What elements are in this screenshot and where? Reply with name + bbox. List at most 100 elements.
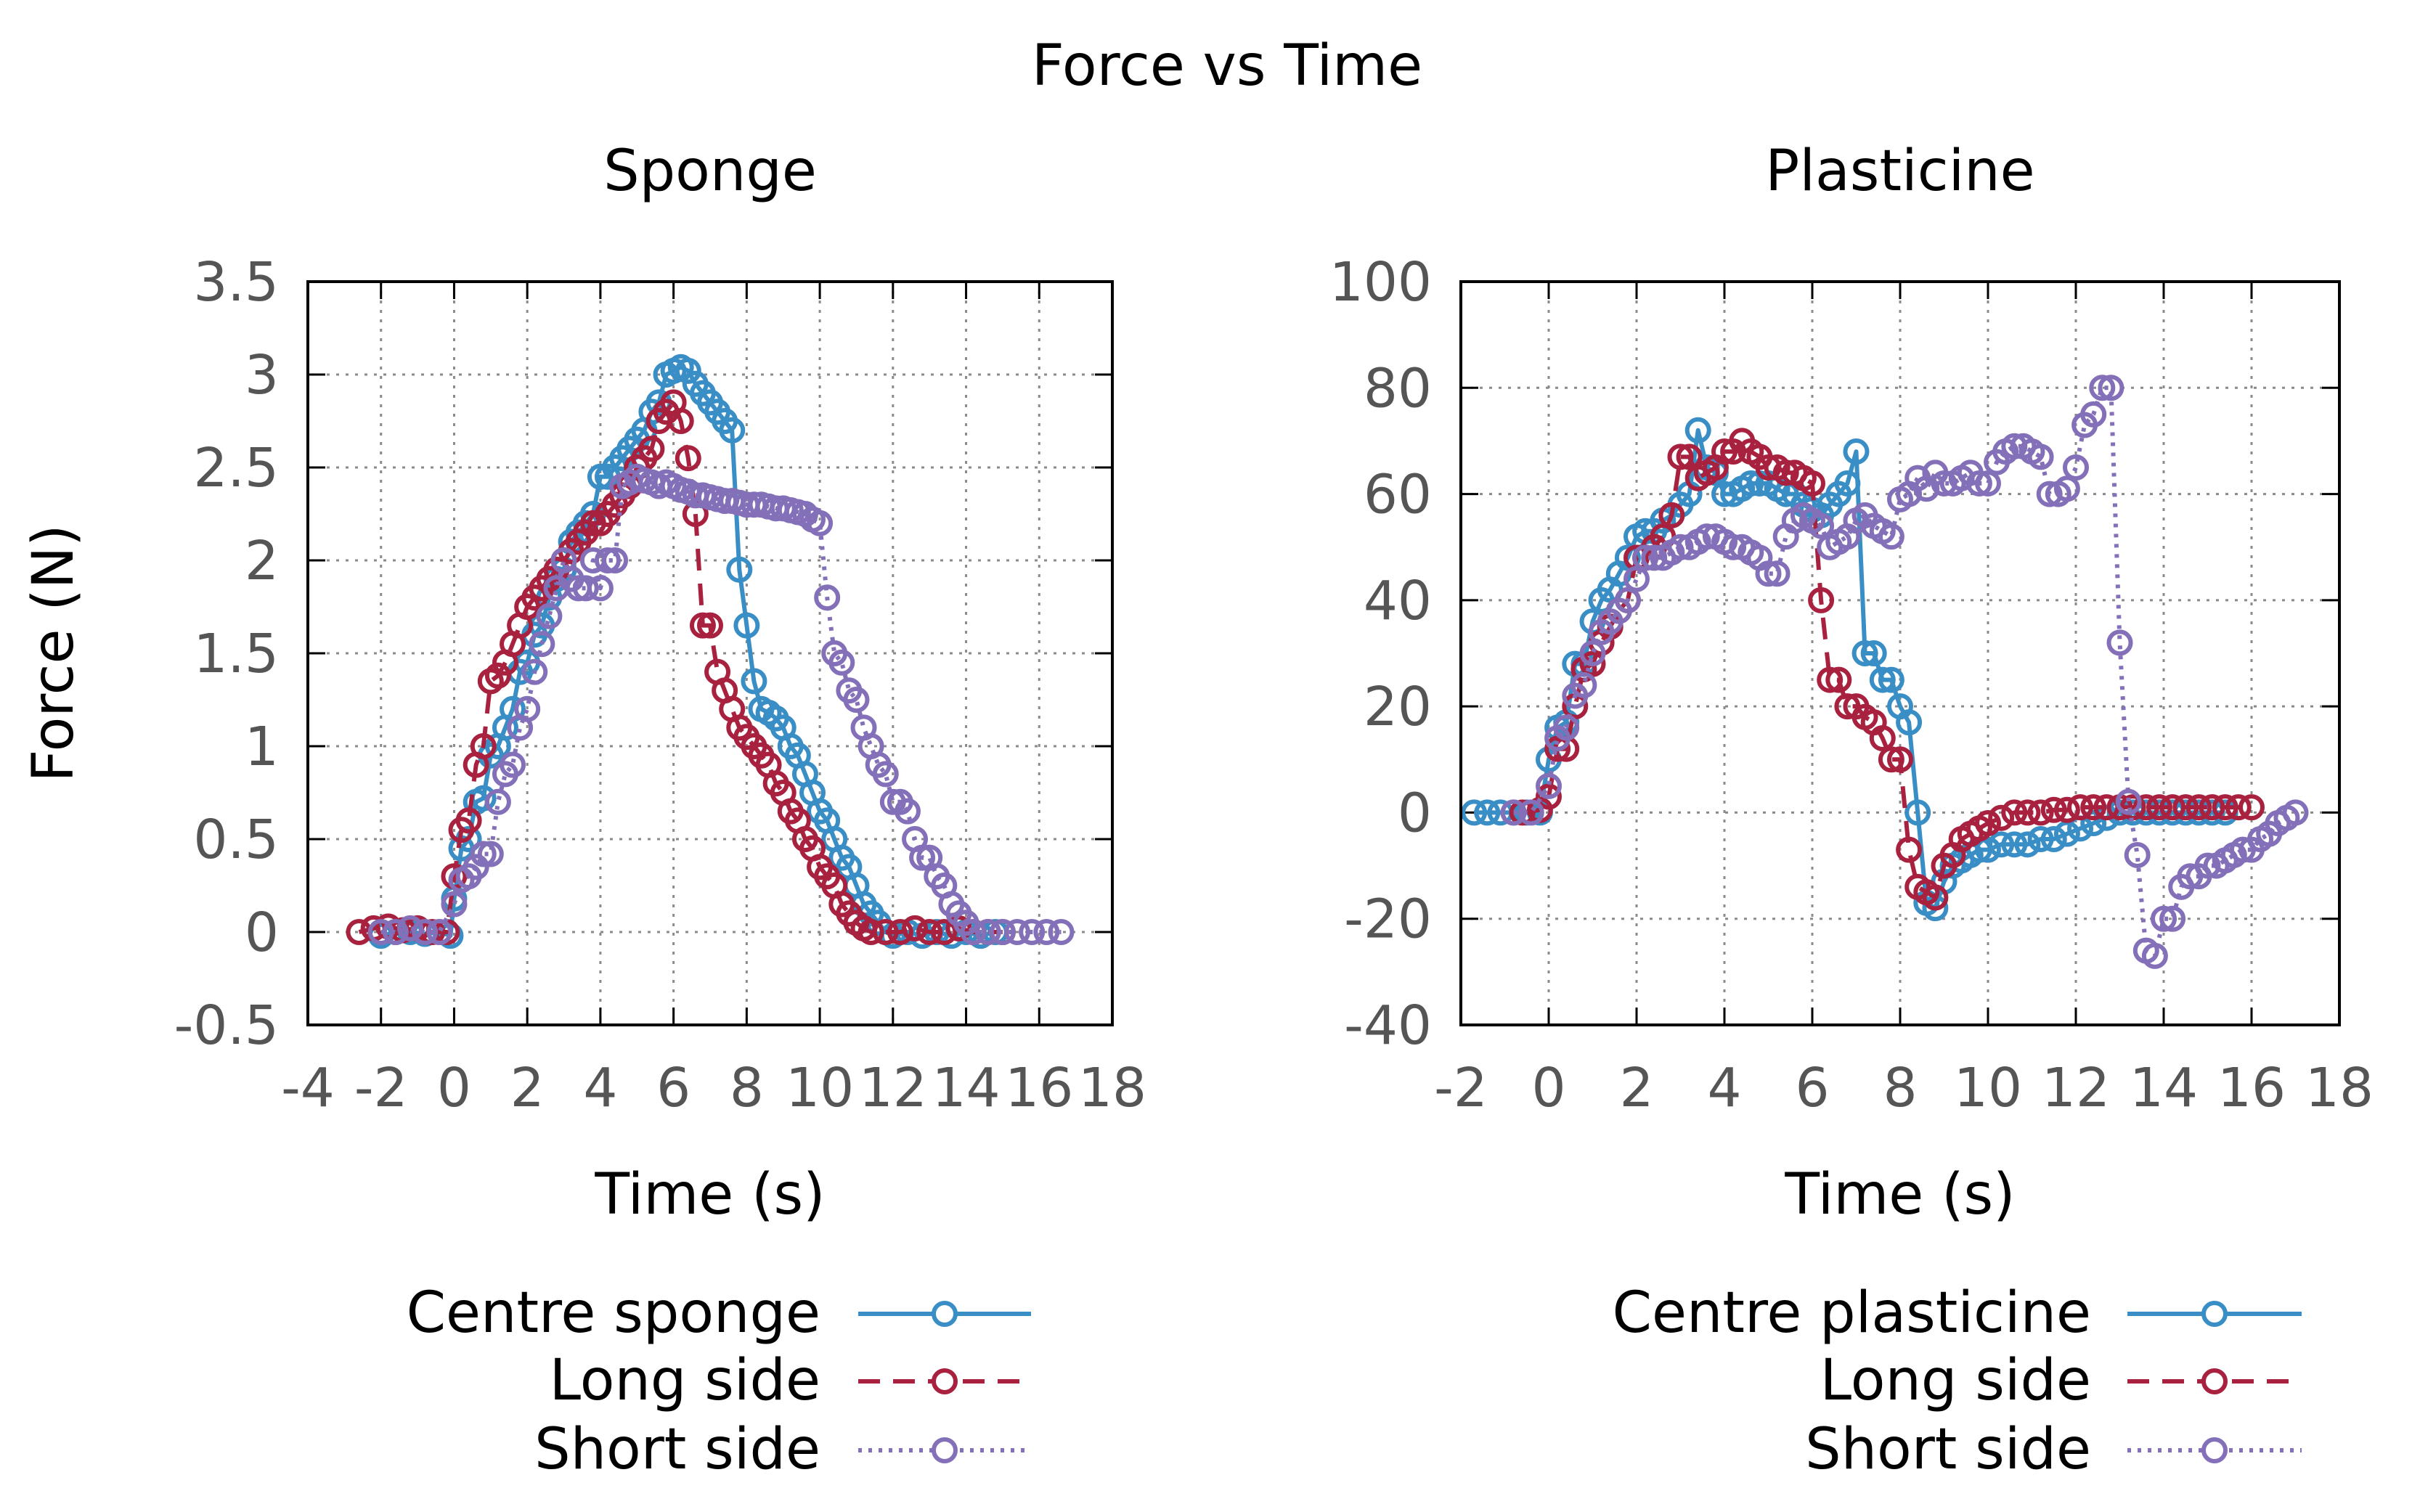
sponge-legend-label: Long side	[550, 1348, 820, 1413]
sponge-x-tick-label: 0	[437, 1057, 471, 1119]
plasticine-long-side-series-point	[1922, 884, 1949, 911]
sponge-y-tick-label: 3.5	[193, 251, 279, 314]
plasticine-x-tick-label: 4	[1707, 1057, 1741, 1119]
plasticine-short-side-series-point	[1632, 544, 1659, 571]
sponge-short-side-series-point	[814, 584, 841, 611]
plasticine-legend-entry: Centre plasticine	[1613, 1280, 2302, 1346]
sponge-short-side-series-point	[960, 919, 987, 945]
plasticine-legend-entry: Long side	[1820, 1348, 2302, 1413]
plasticine-long-side-series-point	[2172, 794, 2199, 821]
sponge-long-side-series-point	[931, 919, 958, 945]
sponge-x-tick-label: 14	[932, 1057, 1000, 1119]
plasticine-long-side-series-point	[1869, 725, 1896, 752]
plasticine-long-side-series-point	[2040, 796, 2067, 823]
plasticine-x-tick-label: 12	[2042, 1057, 2110, 1119]
sponge-plot-frame	[306, 280, 1114, 1026]
plasticine-x-tick-label: 8	[1883, 1057, 1917, 1119]
sponge-short-side-series-point	[484, 788, 511, 815]
plasticine-long-side-series-point	[2067, 794, 2094, 821]
plasticine-short-side-series-point	[1553, 714, 1580, 741]
figure-title: Force vs Time	[1032, 33, 1422, 99]
sponge-long-side-series-point	[916, 919, 943, 945]
plasticine-long-side-series-point	[2212, 794, 2238, 821]
plasticine-long-side-series-point	[2132, 794, 2159, 821]
plasticine-y-tick-label: 40	[1364, 570, 1432, 632]
sponge-x-tick-label: 2	[510, 1057, 545, 1119]
plasticine-legend-marker	[2201, 1368, 2228, 1394]
sponge-y-tick-label: 1	[245, 716, 279, 778]
sponge-short-side-series-point	[514, 695, 541, 722]
plasticine-centre-plasticine-series-point	[1684, 417, 1711, 444]
plasticine-y-tick-label: -20	[1344, 888, 1432, 951]
sponge-short-side-series-point	[843, 687, 870, 713]
plasticine-short-side-series-point	[2080, 401, 2107, 428]
sponge-short-side-series-point	[382, 919, 409, 945]
plasticine-long-side-series-point	[1896, 836, 1923, 863]
sponge-short-side-series-point	[470, 841, 497, 867]
plasticine-short-side-series-point	[1579, 640, 1606, 666]
sponge-legend-marker	[932, 1437, 958, 1463]
sponge-centre-sponge-series-point	[719, 417, 746, 444]
plasticine-centre-plasticine-series-point	[1711, 481, 1737, 507]
plasticine-short-side-series-point	[1614, 587, 1641, 613]
plasticine-x-axis-label: Time (s)	[1784, 1162, 2015, 1227]
sponge-legend-marker	[932, 1301, 958, 1327]
plasticine-long-side-series-point	[2001, 799, 2028, 826]
sponge-centre-sponge-series-point	[726, 556, 753, 583]
plasticine-short-side-series-point	[1878, 523, 1904, 550]
plasticine-long-side-series-point	[2146, 794, 2172, 821]
plasticine-centre-plasticine-series-point	[1851, 640, 1878, 666]
sponge-x-tick-label: 6	[656, 1057, 690, 1119]
plasticine-short-side-series-point	[2027, 444, 2054, 470]
sponge-long-side-series-line	[358, 400, 1003, 934]
sponge-x-tick-label: -4	[281, 1057, 335, 1119]
sponge-long-side-series-point	[857, 919, 884, 945]
plasticine-short-side-series-point	[1965, 470, 1992, 496]
plasticine-long-side-series-point	[2199, 794, 2225, 821]
sponge-long-side-series-point	[675, 445, 701, 472]
sponge-y-tick-label: 3	[245, 344, 279, 406]
sponge-panel: Sponge-4 -2 0 2 4 6 8 10 12 14 16 18-0.500.511.522.…	[21, 139, 1146, 1482]
plasticine-long-side-series-point	[1799, 470, 1825, 496]
plasticine-long-side-series-point	[1988, 804, 2015, 831]
plasticine-centre-plasticine-series-point	[1737, 470, 1764, 496]
plasticine-long-side-series-point	[1658, 502, 1685, 528]
sponge-long-side-series-point	[455, 807, 482, 834]
sponge-short-side-series-point	[974, 919, 1001, 945]
sponge-centre-sponge-series-point	[675, 357, 701, 384]
sponge-short-side-series-point	[872, 761, 899, 788]
plasticine-long-side-series-point	[2080, 794, 2107, 821]
plasticine-long-side-series-point	[1667, 444, 1694, 470]
sponge-x-tick-label: 4	[583, 1057, 617, 1119]
plasticine-short-side-series-point	[1764, 560, 1790, 587]
plasticine-y-tick-label: 80	[1364, 357, 1432, 420]
sponge-short-side-series-point	[1004, 919, 1031, 945]
sponge-legend-label: Centre sponge	[407, 1280, 820, 1346]
plasticine-long-side-series-point	[2027, 799, 2054, 826]
plasticine-short-side-series-point	[1975, 470, 2001, 496]
plasticine-x-tick-label: 0	[1531, 1057, 1565, 1119]
sponge-long-side-series-point	[902, 915, 929, 941]
plasticine-long-side-series-point	[1825, 666, 1852, 693]
sponge-y-tick-label: 0	[245, 902, 279, 964]
plasticine-short-side-series-point	[2089, 375, 2116, 401]
plasticine-centre-plasticine-series-point	[1988, 831, 2015, 858]
plasticine-x-tick-label: 18	[2305, 1057, 2374, 1119]
plasticine-legend-label: Long side	[1820, 1348, 2091, 1413]
sponge-centre-sponge-series-point	[733, 612, 760, 639]
sponge-y-axis-label: Force (N)	[21, 524, 86, 782]
plasticine-long-side-series-point	[1536, 783, 1562, 810]
plasticine-short-side-series-point	[1808, 512, 1835, 539]
plasticine-legend-entry: Short side	[1805, 1417, 2302, 1482]
plasticine-short-side-series-point	[1517, 799, 1544, 826]
plasticine-long-side-series-point	[1755, 454, 1782, 481]
plasticine-short-side-series-point	[2159, 905, 2186, 932]
plasticine-long-side-series-point	[1676, 444, 1703, 470]
plasticine-y-tick-label: -40	[1344, 994, 1432, 1057]
sponge-legend-entry: Short side	[534, 1417, 1031, 1482]
sponge-short-side-series-point	[1033, 919, 1060, 945]
plasticine-x-tick-label: 14	[2130, 1057, 2198, 1119]
plasticine-x-tick-label: 16	[2217, 1057, 2286, 1119]
plasticine-legend-marker	[2201, 1437, 2228, 1463]
sponge-short-side-series-point	[1019, 919, 1046, 945]
